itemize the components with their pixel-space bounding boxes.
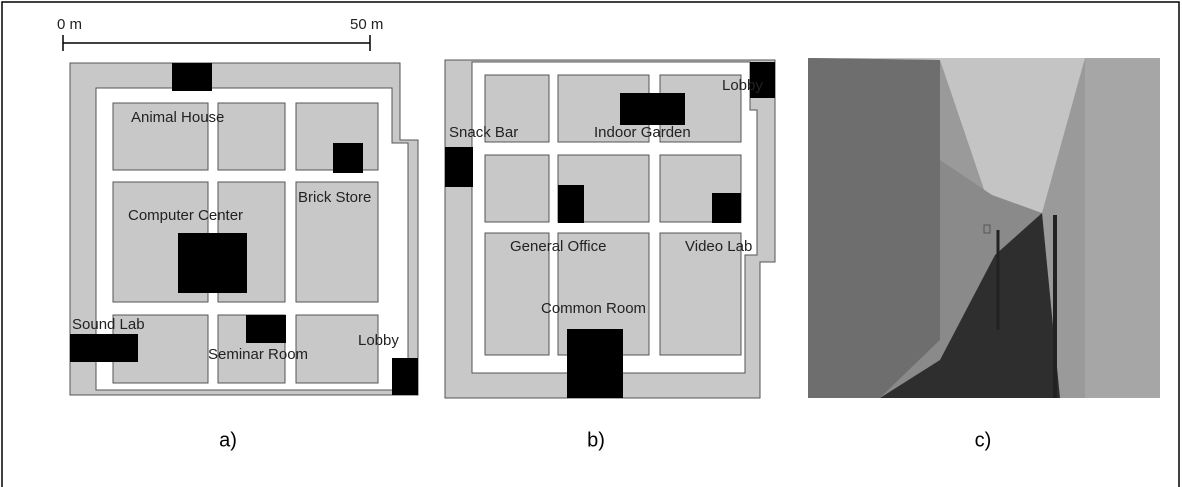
room-label: Seminar Room xyxy=(208,346,308,363)
room-label: Lobby xyxy=(358,332,399,349)
room-label: Animal House xyxy=(131,109,224,126)
scale-bar xyxy=(63,35,370,51)
map-b xyxy=(445,60,775,398)
scale-start: 0 m xyxy=(57,16,82,33)
room-label: Common Room xyxy=(541,300,646,317)
corridor-view xyxy=(808,58,1160,398)
panel-label: a) xyxy=(219,429,237,451)
room-label: Lobby xyxy=(722,77,763,94)
room-label: Indoor Garden xyxy=(594,124,691,141)
scale-end: 50 m xyxy=(350,16,383,33)
room-label: General Office xyxy=(510,238,606,255)
panel-label: b) xyxy=(587,429,605,451)
room-label: Sound Lab xyxy=(72,316,145,333)
room-label: Video Lab xyxy=(685,238,752,255)
room-label: Brick Store xyxy=(298,189,371,206)
room-label: Computer Center xyxy=(128,207,243,224)
figure: 0 m 50 m Animal House Computer Center Br… xyxy=(0,0,1182,487)
room-label: Snack Bar xyxy=(449,124,518,141)
panel-label: c) xyxy=(975,429,992,451)
